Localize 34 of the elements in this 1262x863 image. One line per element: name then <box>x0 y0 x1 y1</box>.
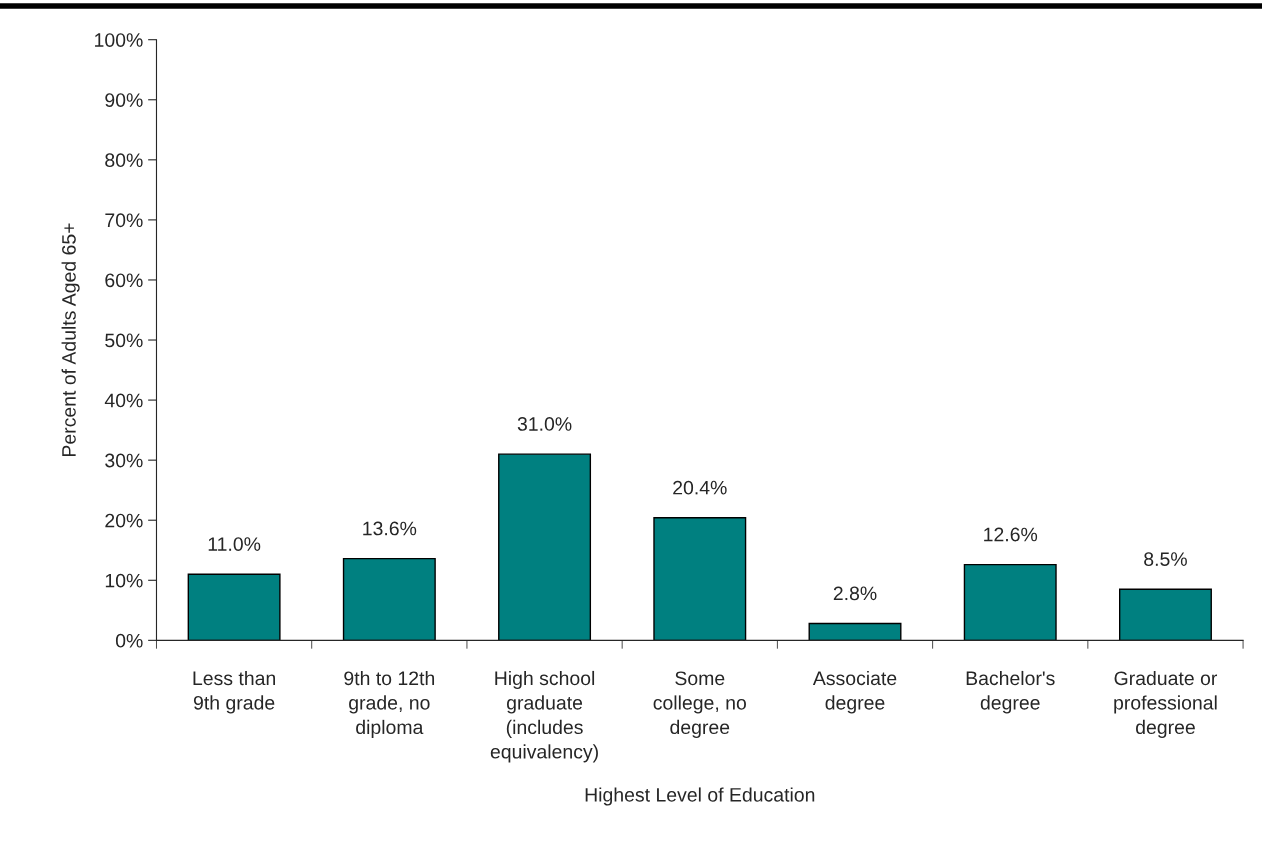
y-tick-label: 20% <box>105 513 143 528</box>
data-label: 8.5% <box>1144 552 1187 566</box>
data-label: 2.8% <box>833 586 877 601</box>
y-tick-label: 30% <box>105 453 143 468</box>
x-tick-label: Some college, no degree <box>653 671 746 738</box>
bar <box>342 557 436 641</box>
x-axis-title: Highest Level of Education <box>585 787 815 806</box>
x-tick-label: Less than 9th grade <box>193 670 275 714</box>
y-tick-label: 0% <box>115 633 143 648</box>
x-tick-label: Associate degree <box>812 670 897 714</box>
x-tick-label: Bachelor's degree <box>966 670 1055 714</box>
bar <box>808 622 902 641</box>
bar <box>963 563 1057 641</box>
bar <box>653 517 747 641</box>
y-tick-label: 40% <box>104 393 143 408</box>
bar <box>187 573 281 641</box>
data-label: 20.4% <box>673 480 727 495</box>
x-tick-label: High school graduate (includes equivalency) <box>490 670 598 763</box>
x-tick-label: 9th to 12th grade, no diploma <box>344 670 435 738</box>
bar <box>498 453 592 641</box>
data-label: 31.0% <box>517 417 572 431</box>
y-tick-label: 50% <box>105 333 143 348</box>
y-tick-label: 10% <box>105 573 143 588</box>
bar <box>1118 588 1212 641</box>
y-tick-label: 70% <box>105 213 143 228</box>
x-tick-label: Graduate or professional degree <box>1114 670 1218 738</box>
data-label: 12.6% <box>984 527 1038 542</box>
y-tick-label: 90% <box>105 93 143 107</box>
data-label: 13.6% <box>363 521 417 536</box>
y-tick-label: 60% <box>105 273 143 288</box>
data-label: 11.0% <box>208 537 261 551</box>
y-axis-title: Percent of Adults Aged 65+ <box>61 223 80 456</box>
y-tick-label: 100% <box>95 33 143 47</box>
y-tick-label: 80% <box>105 153 143 168</box>
